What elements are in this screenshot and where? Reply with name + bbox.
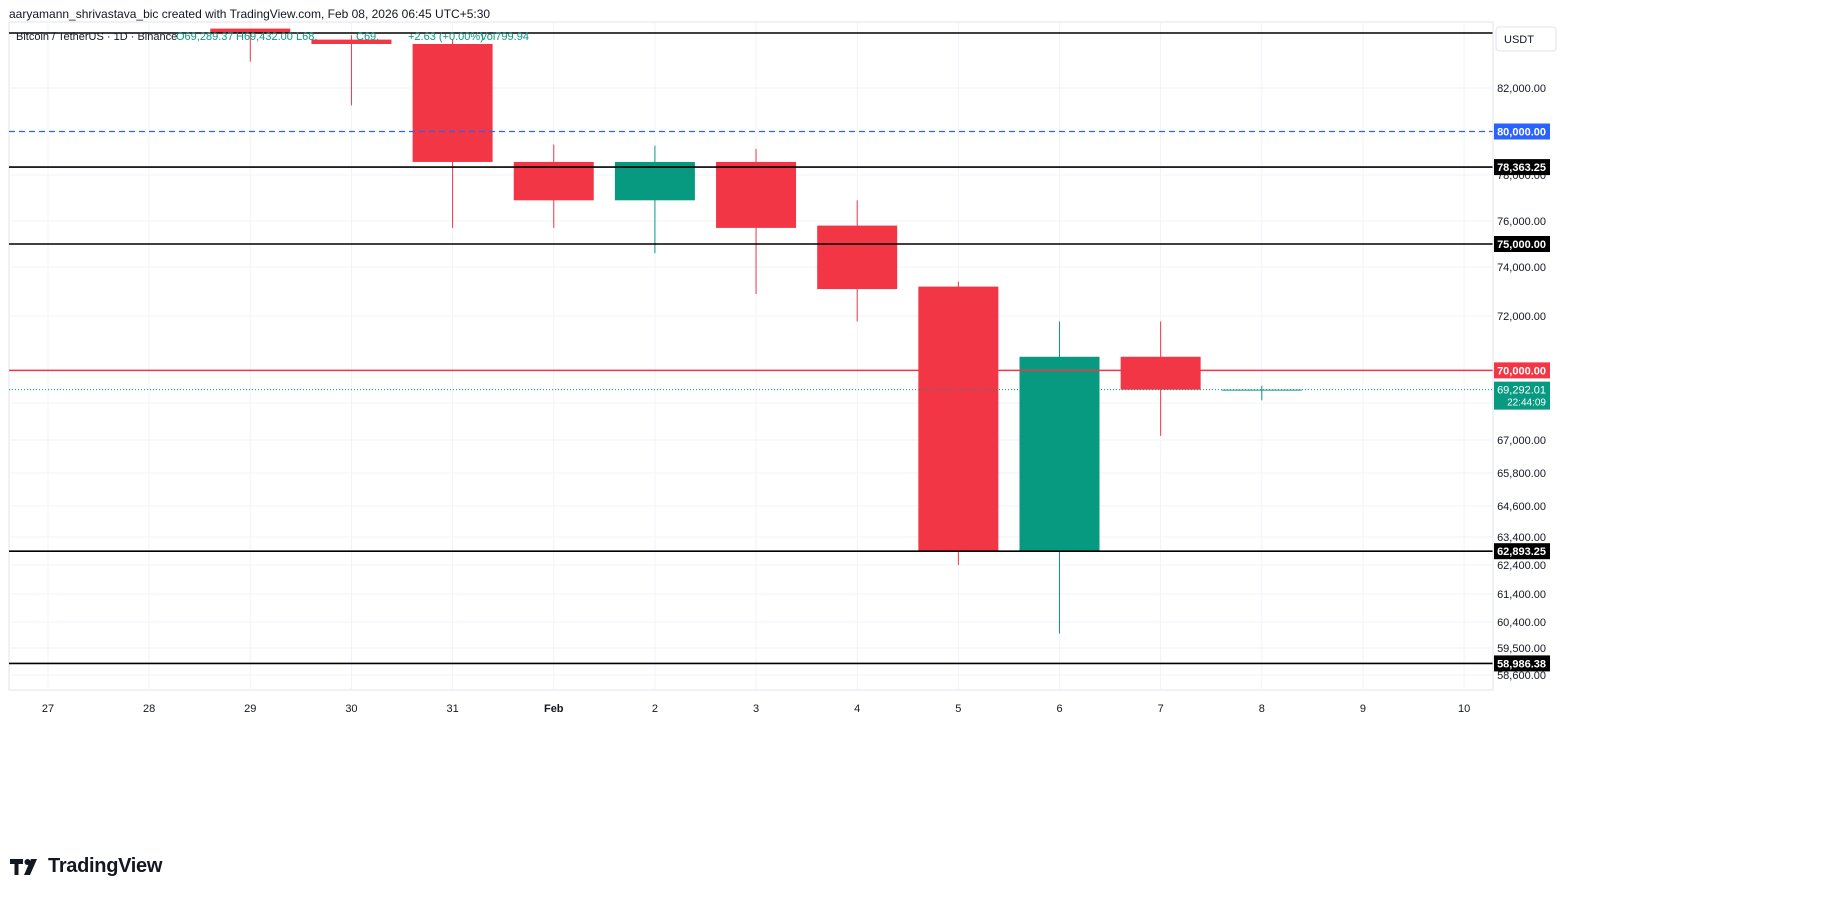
- plot-border: [8, 21, 1494, 691]
- date-tick-label: 9: [1360, 703, 1366, 715]
- date-tick-label: 28: [143, 703, 155, 715]
- candle[interactable]: [918, 281, 999, 565]
- price-tick-label: 64,600.00: [1497, 501, 1546, 513]
- date-tick-label: 6: [1056, 703, 1062, 715]
- candle[interactable]: [1221, 385, 1302, 401]
- price-badge: 75,000.00: [1494, 236, 1550, 252]
- date-tick-label: 30: [345, 703, 357, 715]
- candle-body: [817, 225, 898, 290]
- legend-text: Bitcoin / TetherUS · 1D · Binance: [16, 31, 177, 43]
- price-tick-label: 67,000.00: [1497, 435, 1546, 447]
- price-badge-bg: [1494, 655, 1550, 672]
- price-tick-label: 63,400.00: [1497, 532, 1546, 544]
- grid: [8, 21, 1494, 691]
- date-tick-label: 3: [753, 703, 759, 715]
- date-tick-label: 2: [652, 703, 658, 715]
- currency-button[interactable]: USDT: [1495, 26, 1557, 52]
- price-badge: 80,000.00: [1494, 123, 1550, 140]
- tradingview-logo-icon: [10, 858, 37, 875]
- price-tick-label: 60,400.00: [1497, 617, 1546, 629]
- legend-text: H69,432.00: [236, 31, 293, 43]
- time-axis: 27 28 29 30 31 Feb 2 3 4 5 6 7 8 9 10: [42, 703, 1470, 715]
- candle[interactable]: [311, 35, 392, 106]
- candle-body: [1120, 356, 1201, 390]
- date-tick-label: 7: [1158, 703, 1164, 715]
- candle-body: [1221, 389, 1302, 391]
- candle[interactable]: [412, 39, 493, 228]
- price-badge: 70,000.00: [1494, 362, 1550, 379]
- watermark-credit: aaryamann_shrivastava_bic created with T…: [9, 7, 491, 21]
- currency-label: USDT: [1504, 34, 1534, 46]
- price-badge-bg: [1494, 362, 1550, 379]
- candle-body: [716, 161, 797, 228]
- candle[interactable]: [614, 145, 695, 254]
- price-badge-bg: [1494, 543, 1550, 560]
- price-tick-label: 72,000.00: [1497, 311, 1546, 323]
- price-axis: 82,000.0078,000.0076,000.0074,000.0072,0…: [1492, 22, 1546, 690]
- price-tick-label: 65,800.00: [1497, 468, 1546, 480]
- price-tick-label: 62,400.00: [1497, 560, 1546, 572]
- legend-text: C69,: [356, 31, 379, 43]
- candle-body: [311, 39, 392, 44]
- candle[interactable]: [1120, 321, 1201, 436]
- price-tick-label: 76,000.00: [1497, 216, 1546, 228]
- price-badge-label: 58,986.38: [1497, 658, 1546, 670]
- candle[interactable]: [1019, 321, 1100, 634]
- price-badge-bg: [1494, 236, 1550, 252]
- date-tick-label: 8: [1259, 703, 1265, 715]
- candle[interactable]: [513, 144, 594, 228]
- date-tick-label: 5: [955, 703, 961, 715]
- date-tick-label: 4: [854, 703, 860, 715]
- legend-text: L68,: [296, 31, 317, 43]
- date-tick-label: 27: [42, 703, 54, 715]
- candle-body: [210, 28, 291, 33]
- date-tick-label: 10: [1458, 703, 1470, 715]
- price-badge: 58,986.38: [1494, 655, 1550, 672]
- candle[interactable]: [210, 28, 291, 62]
- price-labels: USDT 80,000.00 78,363.25 75,000.00 70,000.00…: [1494, 26, 1557, 672]
- price-badge-label: 62,893.25: [1497, 546, 1546, 558]
- price-badge-label: 80,000.00: [1497, 127, 1546, 139]
- price-badge-label: 78,363.25: [1497, 162, 1546, 174]
- price-tick-label: 74,000.00: [1497, 262, 1546, 274]
- price-badge-label: 75,000.00: [1497, 239, 1546, 251]
- last-price-label: 69,292.01: [1497, 385, 1546, 397]
- candle-body: [614, 161, 695, 201]
- price-badge-label: 70,000.00: [1497, 365, 1546, 377]
- price-badge-bg: [1494, 123, 1550, 140]
- date-tick-label: 31: [446, 703, 458, 715]
- price-tick-label: 58,600.00: [1497, 670, 1546, 682]
- legend-text: O69,289.37: [176, 31, 234, 43]
- countdown-label: 22:44:09: [1507, 398, 1546, 409]
- candle-body: [412, 44, 493, 162]
- price-badge: 78,363.25: [1494, 159, 1550, 176]
- ohlc-legend: Bitcoin / TetherUS · 1D · BinanceO69,289…: [16, 31, 529, 43]
- legend-text: Vol799.94: [480, 31, 529, 43]
- price-badge: 62,893.25: [1494, 543, 1550, 560]
- price-tick-label: 59,500.00: [1497, 643, 1546, 655]
- price-badge-bg: [1494, 159, 1550, 176]
- legend-text: +2.63 (+0.00%): [408, 31, 484, 43]
- candle[interactable]: [716, 148, 797, 294]
- candle-body: [513, 161, 594, 201]
- candle-body: [918, 286, 999, 551]
- price-tick-label: 61,400.00: [1497, 589, 1546, 601]
- horizontal-lines: [9, 32, 1493, 665]
- last-price-badge-bg: [1494, 381, 1550, 410]
- price-tick-label: 82,000.00: [1497, 83, 1546, 95]
- tradingview-logo[interactable]: TradingView: [10, 855, 162, 878]
- date-tick-label: 29: [244, 703, 256, 715]
- candle[interactable]: [817, 200, 898, 322]
- brand-label: TradingView: [48, 855, 163, 877]
- currency-button-frame: [1495, 26, 1557, 52]
- date-tick-label: Feb: [544, 703, 564, 715]
- candle-body: [1019, 356, 1100, 551]
